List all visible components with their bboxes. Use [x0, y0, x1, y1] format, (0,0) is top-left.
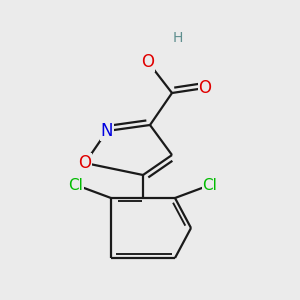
Text: N: N — [101, 122, 113, 140]
Text: Cl: Cl — [69, 178, 83, 193]
Text: O: O — [142, 53, 154, 71]
Text: H: H — [173, 31, 183, 45]
Text: Cl: Cl — [202, 178, 217, 193]
Text: O: O — [199, 79, 212, 97]
Text: O: O — [79, 154, 92, 172]
